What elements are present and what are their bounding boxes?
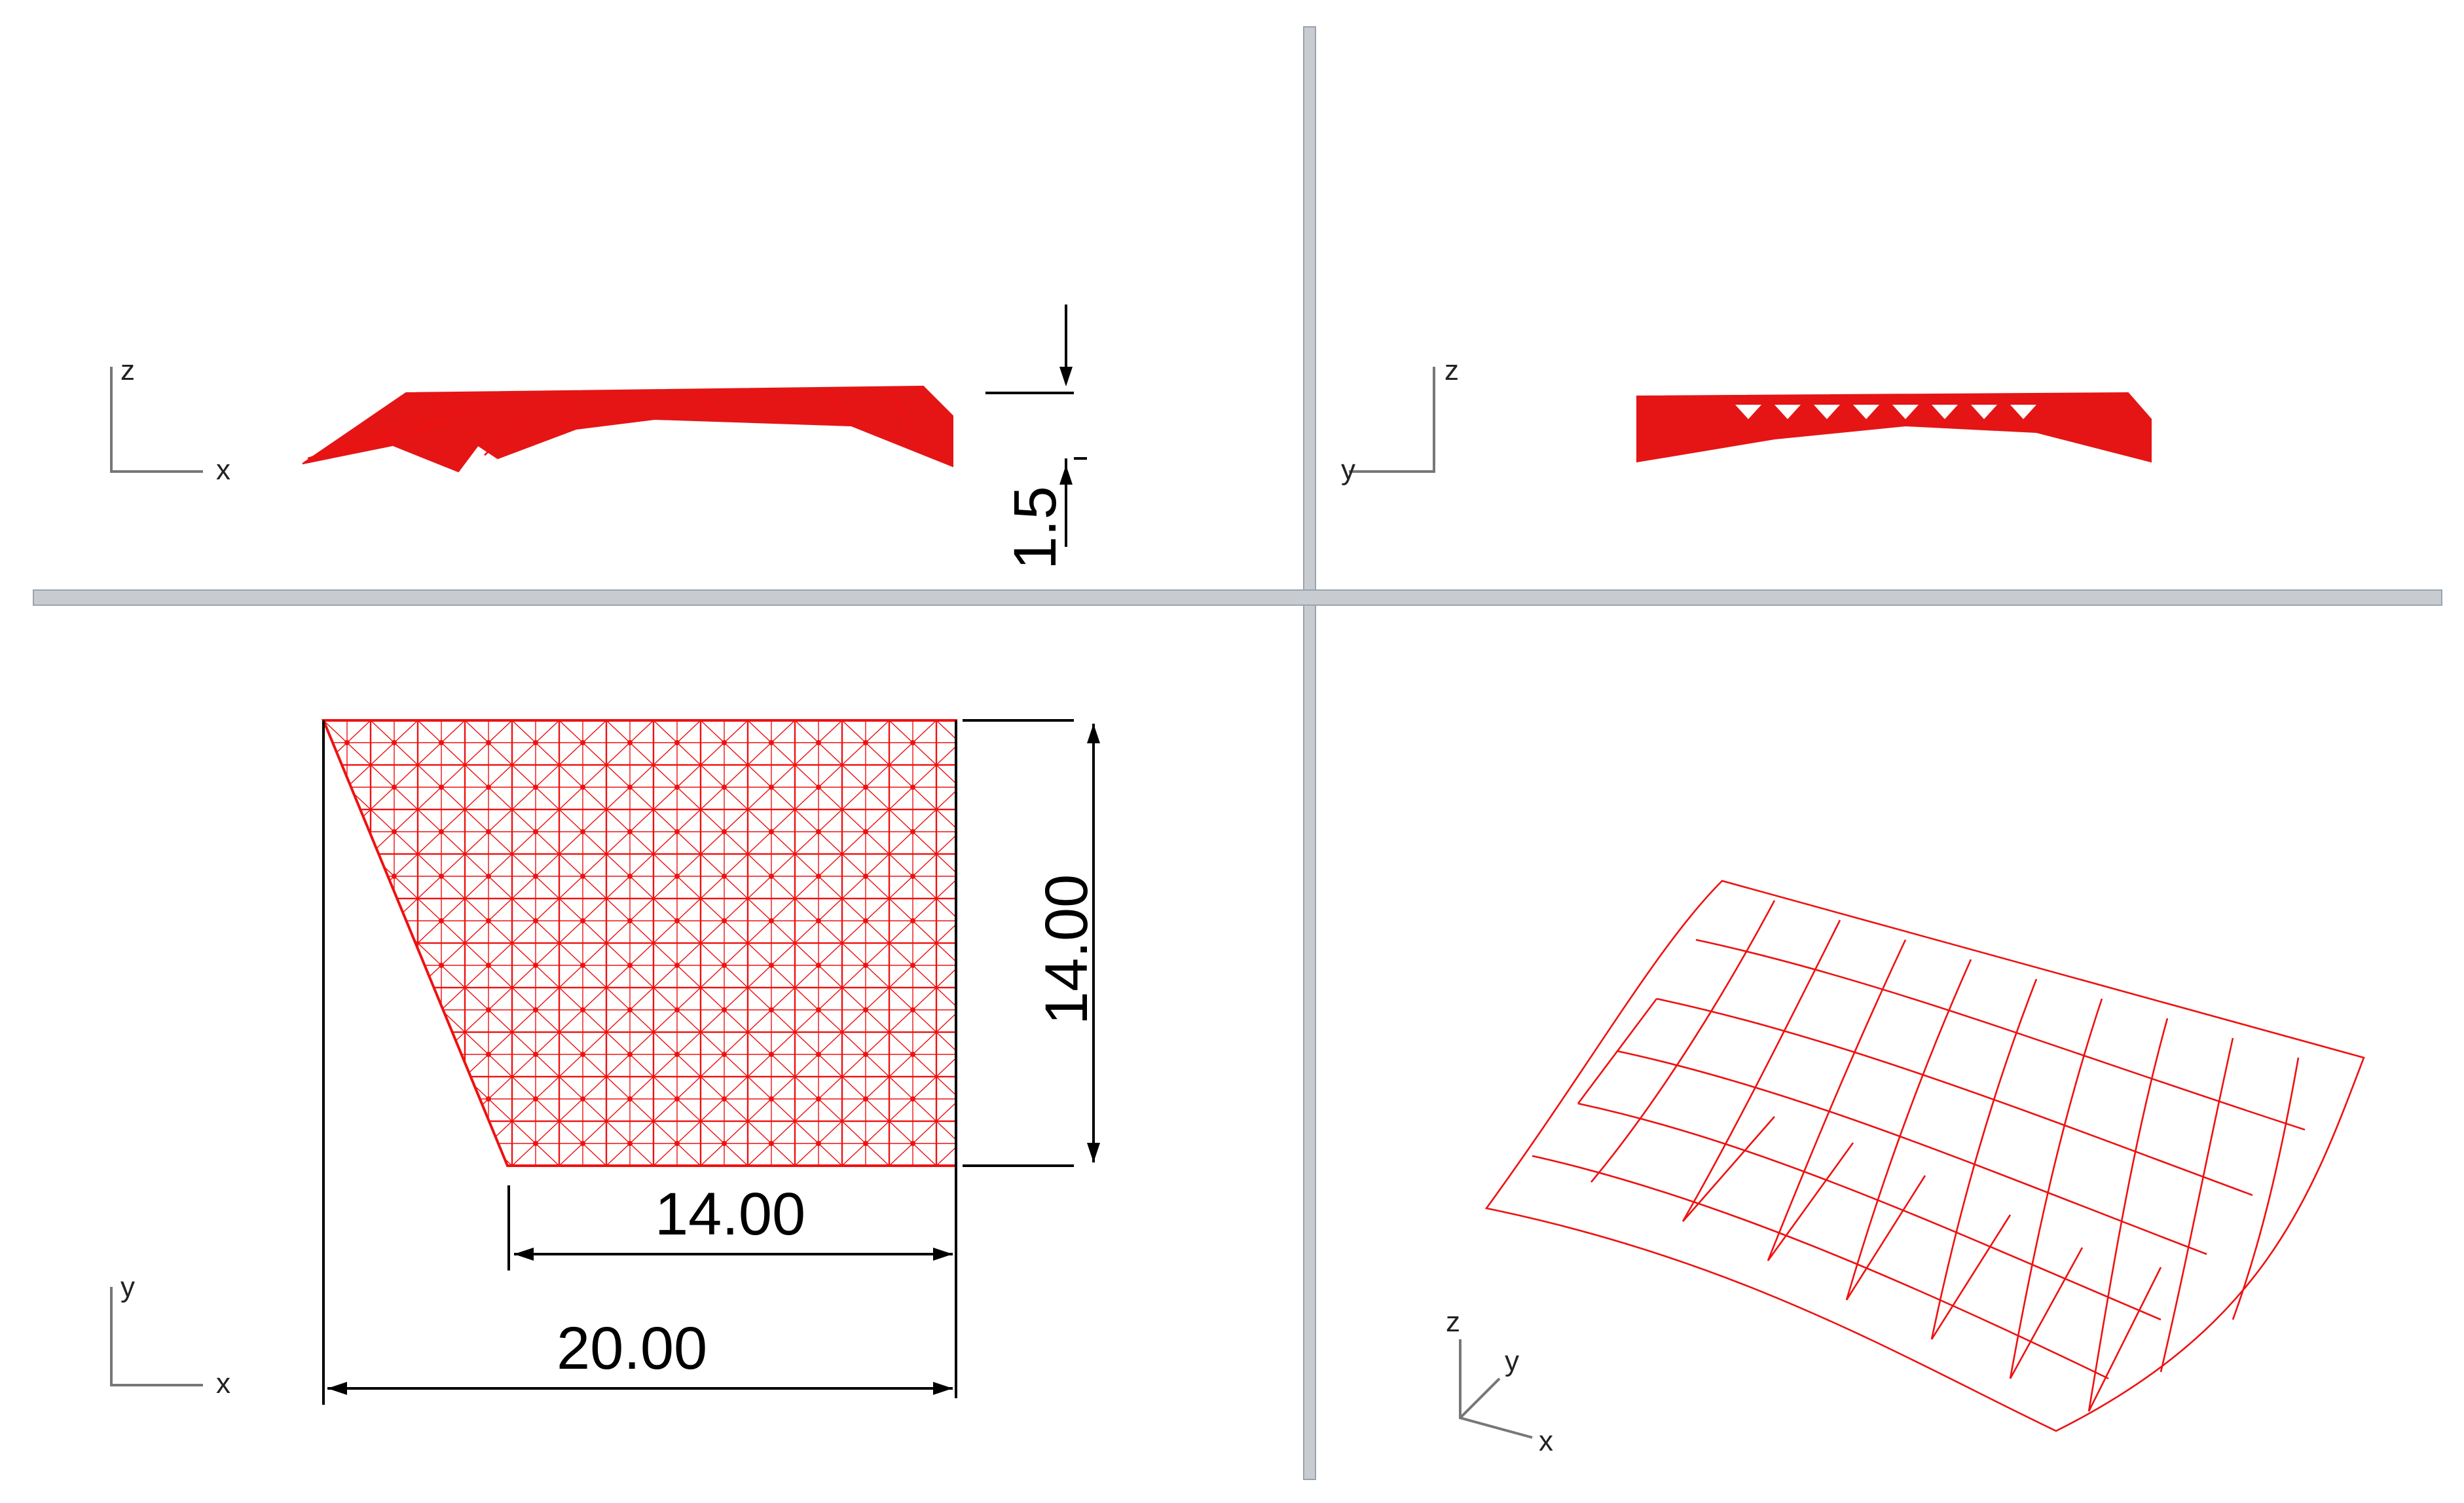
axis-indicator-right: z y — [1341, 354, 1459, 486]
viewport-right[interactable]: z y — [1316, 0, 2464, 589]
axis-gizmo-lines — [110, 1287, 203, 1386]
axis-y-label: y — [120, 1271, 135, 1303]
axis-x-label: x — [1539, 1425, 1553, 1457]
dimension-arrow-bottom — [1059, 465, 1073, 485]
truss-front-members — [307, 389, 931, 460]
dimension-depth: 1.5 — [985, 305, 1087, 570]
axis-gizmo-lines — [1349, 367, 1435, 473]
dimension-arrow-top — [1059, 367, 1073, 386]
axis-indicator-top: y x — [110, 1271, 230, 1400]
truss-plan — [322, 719, 957, 1167]
axis-gizmo-lines — [110, 367, 203, 473]
truss-perspective-chords — [1532, 938, 2306, 1380]
vertical-splitter[interactable] — [1303, 26, 1316, 1480]
top-view-canvas[interactable]: 14.00 14.00 20.00 y x — [0, 606, 1303, 1503]
viewport-front[interactable]: z x 1.5 — [0, 0, 1303, 589]
truss-perspective-diagonals — [1577, 998, 2162, 1412]
right-view-canvas[interactable]: z y — [1316, 0, 2464, 589]
dimension-total-width-extensions — [322, 720, 957, 1405]
horizontal-splitter[interactable] — [33, 589, 2442, 606]
viewport-top[interactable]: 14.00 14.00 20.00 y x — [0, 606, 1303, 1503]
axis-indicator-front: z x — [110, 354, 230, 486]
truss-perspective-ribs — [1591, 900, 2300, 1412]
dimension-bottom-width: 14.00 — [507, 1181, 953, 1271]
dimension-total-width-label: 20.00 — [557, 1315, 707, 1382]
perspective-view-canvas[interactable]: z y x — [1316, 606, 2464, 1503]
dimension-height-label: 14.00 — [1033, 874, 1100, 1025]
axis-y-label: y — [1505, 1345, 1519, 1377]
dimension-height: 14.00 — [963, 719, 1100, 1167]
viewport-perspective[interactable]: z y x — [1316, 606, 2464, 1503]
axis-z-label: z — [120, 354, 135, 386]
front-view-canvas[interactable]: z x 1.5 — [0, 0, 1303, 589]
truss-perspective-outline — [1484, 880, 2365, 1432]
axis-indicator-perspective: z y x — [1446, 1306, 1553, 1457]
axis-gizmo-lines — [1459, 1339, 1533, 1439]
dimension-height-extensions — [963, 719, 1074, 1167]
axis-z-label: z — [1444, 354, 1459, 386]
truss-plan-grid — [322, 719, 957, 1167]
axis-y-label: y — [1341, 454, 1355, 486]
dimension-depth-label: 1.5 — [1002, 486, 1069, 570]
truss-perspective — [1484, 880, 2365, 1432]
truss-front-elevation — [302, 385, 953, 473]
truss-side-silhouette — [1636, 392, 2152, 463]
axis-x-label: x — [216, 1367, 230, 1400]
axis-x-label: x — [216, 454, 230, 486]
dimension-bottom-width-label: 14.00 — [655, 1181, 805, 1248]
truss-side-elevation — [1636, 392, 2152, 463]
axis-z-label: z — [1446, 1306, 1460, 1338]
dimension-total-width: 20.00 — [322, 720, 957, 1405]
